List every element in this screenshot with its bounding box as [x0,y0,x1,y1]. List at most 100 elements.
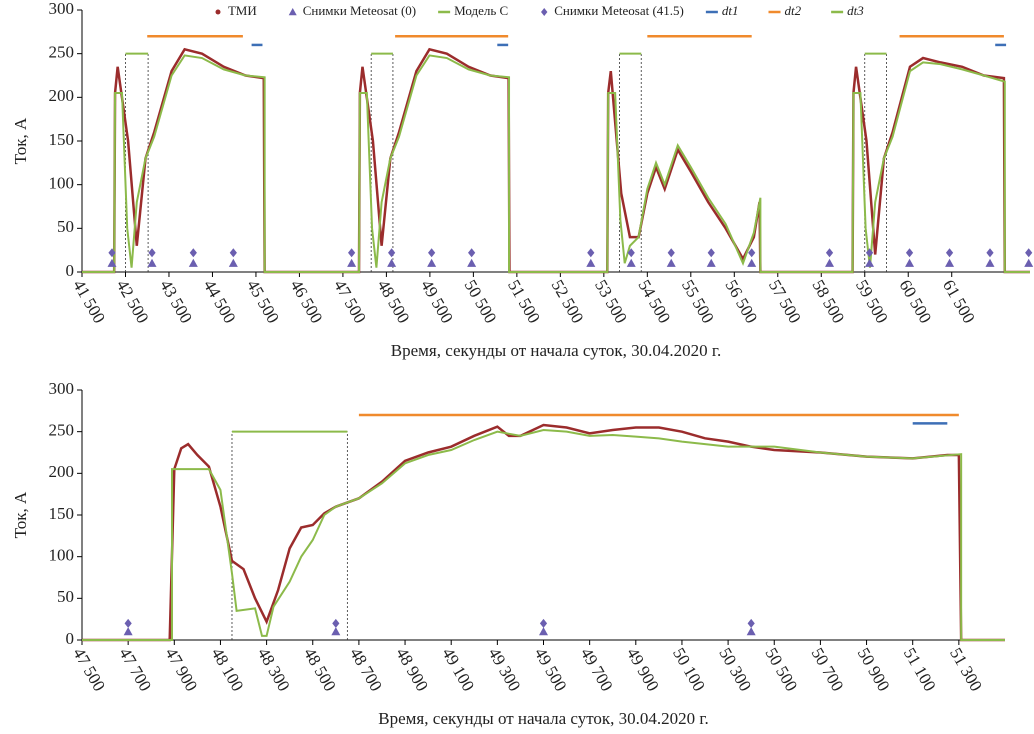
x-tick-label: 46 500 [287,276,327,326]
marker [626,258,636,267]
x-tick-label: 49 300 [485,644,525,694]
x-tick-label: 50 900 [854,644,894,694]
marker [229,248,237,258]
x-tick-label: 59 500 [852,276,892,326]
legend-label: Снимки Meteosat (0) [303,3,416,18]
legend-label: Модель C [454,3,508,18]
x-tick-label: 57 500 [765,276,805,326]
legend-symbol [541,8,548,16]
x-tick-label: 58 500 [808,276,848,326]
legend-symbol [288,8,297,16]
x-tick-label: 48 700 [346,644,386,694]
interval-sides [864,53,887,272]
marker [108,248,116,258]
marker [945,248,954,258]
y-tick-label: 200 [49,86,75,105]
marker [905,248,914,258]
y-axis-label: Ток, А [11,117,30,164]
marker [539,618,548,628]
marker [348,248,356,258]
legend: ТМИ Снимки Meteosat (0) Модель C Снимки Met… [215,3,864,18]
x-tick-label: 51 500 [504,276,544,326]
y-tick-label: 100 [49,546,75,565]
x-tick-label: 55 500 [678,276,718,326]
y-tick-label: 250 [49,43,75,62]
marker [147,258,157,267]
x-tick-label: 53 500 [591,276,631,326]
x-tick-label: 48 500 [374,276,414,326]
x-tick-label: 49 700 [577,644,617,694]
x-axis-label: Время, секунды от начала суток, 30.04.20… [378,709,708,728]
x-tick-label: 60 500 [895,276,935,326]
y-tick-label: 300 [49,0,75,18]
marker [388,248,396,258]
y-tick-label: 200 [49,462,75,481]
series-line [82,428,1005,641]
y-tick-label: 0 [66,629,75,648]
marker [985,258,995,267]
marker [1024,258,1034,267]
marker [468,248,476,258]
interval-sides [231,431,348,640]
marker [587,248,595,258]
x-tick-label: 50 300 [715,644,755,694]
legend-label: Снимки Meteosat (41.5) [554,3,684,18]
y-tick-label: 50 [57,587,74,606]
marker [746,627,756,636]
y-tick-label: 50 [57,217,74,236]
marker [123,627,133,636]
marker [586,258,596,267]
marker [189,248,197,258]
x-tick-label: 61 500 [939,276,979,326]
marker [332,618,340,628]
y-tick-label: 300 [49,379,75,398]
y-tick-label: 100 [49,174,75,193]
marker [627,248,635,258]
marker [748,248,756,258]
x-tick-label: 47 500 [69,644,109,694]
marker [107,258,117,267]
legend-label: dt3 [847,3,864,18]
marker [124,618,132,628]
x-tick-label: 49 500 [531,644,571,694]
series-line [82,47,1030,274]
y-tick-label: 150 [49,504,75,523]
marker [747,618,755,628]
marker [228,258,238,267]
x-tick-label: 49 500 [417,276,457,326]
chart: 0 50 100 150 200 250 300 41 500 42 500 43 500 44 5… [11,0,1034,360]
x-tick-label: 56 500 [721,276,761,326]
y-tick-label: 0 [66,261,75,280]
marker [825,258,835,267]
y-tick-label: 250 [49,421,75,440]
marker [148,248,156,258]
legend-label: dt1 [722,3,739,18]
marker [539,627,548,636]
x-tick-label: 48 300 [254,644,294,694]
marker [825,248,834,258]
x-tick-label: 47 500 [330,276,370,326]
x-tick-label: 50 500 [461,276,501,326]
marker [865,258,875,267]
x-tick-label: 48 100 [208,644,248,694]
x-tick-label: 44 500 [200,276,240,326]
x-tick-label: 42 500 [113,276,153,326]
x-tick-label: 54 500 [634,276,674,326]
marker [387,258,397,267]
marker [667,248,675,258]
x-tick-label: 50 100 [669,644,709,694]
y-axis-label: Ток, А [11,491,30,538]
x-tick-label: 49 900 [623,644,663,694]
x-tick-label: 47 900 [161,644,201,694]
marker [865,248,874,258]
marker [1025,248,1033,258]
x-tick-label: 48 500 [300,644,340,694]
x-tick-label: 41 500 [69,276,109,326]
x-tick-label: 48 900 [392,644,432,694]
marker [666,258,676,267]
x-tick-label: 51 100 [900,644,940,694]
marker [188,258,198,267]
y-tick-label: 150 [49,130,75,149]
